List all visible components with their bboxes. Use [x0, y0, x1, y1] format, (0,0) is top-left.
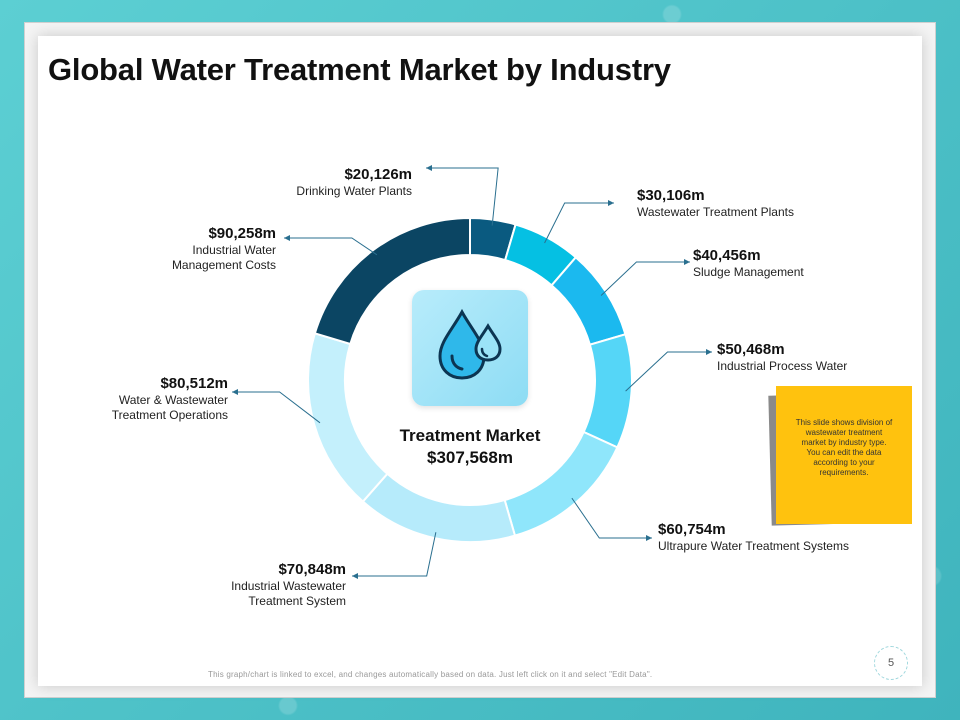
value-label-4: $60,754m [658, 521, 726, 538]
data-label-7: $90,258m Industrial Water Management Cos… [146, 224, 276, 273]
water-drops-icon [438, 308, 502, 380]
leader-line-2 [600, 261, 690, 296]
leader-line-5 [352, 532, 437, 577]
value-label-7: $90,258m [208, 225, 276, 242]
category-label-6: Water & Wastewater Treatment Operations [111, 393, 228, 422]
data-label-5: $70,848m Industrial Wastewater Treatment… [196, 560, 346, 609]
leader-line-6 [232, 391, 321, 424]
data-label-3: $50,468m Industrial Process Water [717, 340, 887, 374]
category-label-4: Ultrapure Water Treatment Systems [658, 539, 849, 553]
leader-line-4 [571, 497, 652, 539]
category-label-5: Industrial Wastewater Treatment System [231, 579, 346, 608]
leader-arrow-2 [684, 259, 690, 265]
data-label-2: $40,456m Sludge Management [693, 246, 863, 280]
water-icon-tile [412, 290, 528, 406]
leader-line-3 [625, 351, 712, 392]
center-total: $307,568m [426, 448, 514, 467]
center-title: Treatment Market [399, 426, 541, 445]
value-label-5: $70,848m [278, 561, 346, 578]
leader-line-0 [426, 167, 499, 226]
donut-slice-7 [313, 216, 471, 346]
data-label-1: $30,106m Wastewater Treatment Plants [637, 186, 847, 220]
value-label-3: $50,468m [717, 341, 785, 358]
data-label-6: $80,512m Water & Wastewater Treatment Op… [78, 374, 228, 423]
leader-arrow-6 [232, 389, 238, 395]
leader-arrow-0 [426, 165, 432, 171]
leader-arrow-5 [352, 573, 358, 579]
data-label-4: $60,754m Ultrapure Water Treatment Syste… [658, 520, 898, 554]
leader-arrow-4 [646, 535, 652, 541]
leader-arrow-1 [608, 200, 614, 206]
category-label-3: Industrial Process Water [717, 359, 848, 373]
leader-arrow-3 [706, 349, 712, 355]
leader-arrow-7 [284, 235, 290, 241]
category-label-0: Drinking Water Plants [296, 184, 412, 198]
category-label-1: Wastewater Treatment Plants [637, 205, 794, 219]
slide-title: Global Water Treatment Market by Industr… [48, 52, 671, 87]
leader-line-7 [284, 237, 378, 256]
donut-slice-5 [361, 472, 517, 543]
data-label-0: $20,126m Drinking Water Plants [240, 165, 412, 199]
donut-slice-6 [307, 332, 389, 503]
donut-slice-3 [582, 333, 633, 449]
value-label-0: $20,126m [344, 166, 412, 183]
donut-center-label: Treatment Market $307,568m [360, 425, 580, 469]
footer-note: This graph/chart is linked to excel, and… [208, 670, 653, 679]
category-label-7: Industrial Water Management Costs [171, 243, 276, 272]
page-number: 5 [874, 646, 908, 680]
leader-line-1 [544, 202, 614, 244]
value-label-1: $30,106m [637, 187, 705, 204]
category-label-2: Sludge Management [693, 265, 804, 279]
sticky-note: This slide shows division of wastewater … [768, 386, 912, 526]
value-label-2: $40,456m [693, 247, 761, 264]
value-label-6: $80,512m [160, 375, 228, 392]
sticky-note-text: This slide shows division of wastewater … [776, 386, 912, 524]
